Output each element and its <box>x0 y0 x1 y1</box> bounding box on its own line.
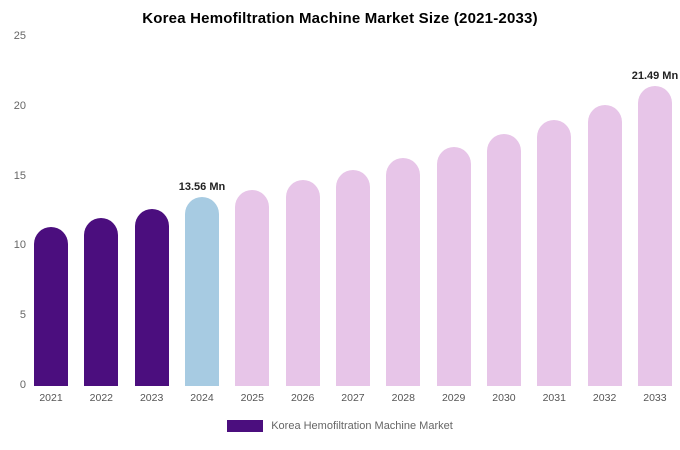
bar-column-2028 <box>386 37 421 386</box>
bar-column-2023 <box>134 37 169 386</box>
bar-column-2025 <box>235 37 270 386</box>
x-axis-tick: 2025 <box>240 392 264 404</box>
value-label-2033: 21.49 Mn <box>631 70 679 82</box>
legend-swatch <box>227 420 264 432</box>
x-axis-tick: 2030 <box>492 392 516 404</box>
bar-column-2031 <box>537 37 572 386</box>
bar-2023 <box>134 209 169 386</box>
bar-2021 <box>34 226 68 386</box>
bar-column-2027 <box>335 37 370 386</box>
y-axis-tick: 20 <box>13 99 26 112</box>
bar-2025 <box>235 189 270 386</box>
value-label-2024: 13.56 Mn <box>178 180 226 193</box>
bar-column-2022 <box>84 37 119 386</box>
bar-2027 <box>335 169 370 386</box>
x-axis-tick: 2028 <box>391 392 415 404</box>
x-axis-tick: 2021 <box>39 392 63 404</box>
bar-2029 <box>436 146 471 386</box>
bar-2022 <box>84 218 119 386</box>
bar-column-2030 <box>486 37 521 386</box>
bar-column-2032 <box>587 37 622 386</box>
bar-column-2033: 21.49 Mn <box>632 37 678 386</box>
x-axis-tick: 2029 <box>441 392 466 404</box>
y-axis-tick: 0 <box>19 379 26 391</box>
x-axis-tick: 2026 <box>290 392 315 404</box>
x-axis: 2021 2022 2023 2024 2025 2026 2027 2028 2029 2030… <box>32 392 674 404</box>
plot-area: 0 5 10 15 20 25 13.56 Mn 21.49 Mn <box>6 30 678 391</box>
y-axis-tick: 10 <box>13 239 26 252</box>
x-axis-tick: 2033 <box>643 392 667 404</box>
bar-2024 <box>184 196 219 386</box>
bar-2026 <box>285 180 320 386</box>
bar-column-2026 <box>285 37 320 386</box>
legend-label: Korea Hemofiltration Machine Market <box>271 420 453 432</box>
x-axis-tick: 2032 <box>592 392 617 404</box>
bar-column-2024: 13.56 Mn <box>179 37 225 386</box>
bar-2028 <box>386 158 421 386</box>
bars-area: 13.56 Mn 21.49 Mn <box>32 37 678 386</box>
bar-2033 <box>637 86 672 386</box>
chart-title: Korea Hemofiltration Machine Market Size… <box>142 10 538 27</box>
bar-column-2029 <box>436 37 471 386</box>
x-axis-tick: 2024 <box>190 392 214 404</box>
legend: Korea Hemofiltration Machine Market <box>0 420 680 432</box>
bar-2031 <box>537 120 572 386</box>
y-axis: 0 5 10 15 20 25 <box>6 30 32 391</box>
bar-column-2021 <box>34 37 68 386</box>
x-axis-tick: 2027 <box>341 392 365 404</box>
y-axis-tick: 25 <box>13 30 26 42</box>
x-axis-tick: 2031 <box>542 392 566 404</box>
x-axis-tick: 2022 <box>89 392 113 404</box>
x-axis-tick: 2023 <box>139 392 164 404</box>
y-axis-tick: 5 <box>19 309 26 322</box>
bar-2032 <box>587 105 622 386</box>
y-axis-tick: 15 <box>13 169 26 182</box>
bar-2030 <box>486 134 521 386</box>
